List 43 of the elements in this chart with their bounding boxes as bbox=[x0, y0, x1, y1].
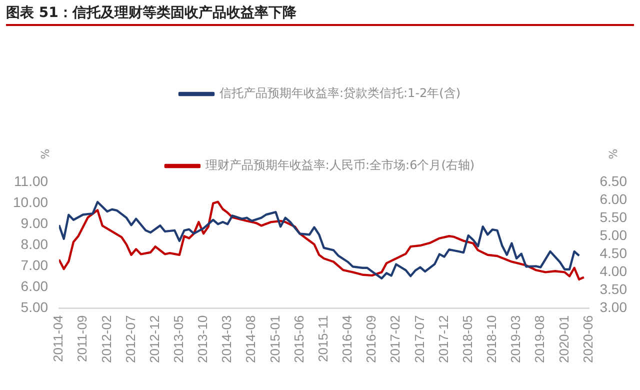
x-tick-label: 2016-04 bbox=[340, 315, 355, 364]
y-tick-label: 11.00 bbox=[14, 172, 48, 189]
x-tick-label: 2019-03 bbox=[508, 315, 524, 364]
y2-tick-label: 5.00 bbox=[600, 226, 628, 243]
y2-tick-label: 3.00 bbox=[600, 299, 628, 316]
x-tick-label: 2013-05 bbox=[171, 315, 186, 364]
y2-axis-title: % bbox=[606, 148, 620, 160]
y-tick-label: 6.00 bbox=[20, 278, 48, 294]
y2-tick-label: 3.50 bbox=[600, 281, 628, 298]
legend-label: 信托产品预期年收益率:贷款类信托:1-2年(含) bbox=[219, 86, 461, 100]
y2-tick-label: 5.50 bbox=[600, 208, 628, 225]
x-tick-label: 2017-02 bbox=[388, 315, 403, 364]
x-tick-label: 2013-10 bbox=[195, 315, 210, 364]
chart-title: 图表 51：信托及理财等类固收产品收益率下降 bbox=[6, 2, 634, 26]
x-tick-label: 2018-10 bbox=[484, 315, 500, 364]
x-tick-label: 2020-01 bbox=[556, 315, 572, 364]
y-tick-label: 10.00 bbox=[12, 194, 48, 210]
x-tick-label: 2016-09 bbox=[364, 315, 379, 364]
y2-tick-label: 4.50 bbox=[600, 245, 628, 262]
x-tick-label: 2012-12 bbox=[146, 315, 162, 364]
x-tick-label: 2015-01 bbox=[267, 315, 282, 364]
x-tick-label: 2014-03 bbox=[219, 315, 234, 364]
x-tick-label: 2012-02 bbox=[98, 315, 114, 364]
x-tick-label: 2014-08 bbox=[243, 315, 258, 364]
y-tick-label: 5.00 bbox=[20, 299, 48, 316]
y2-tick-label: 4.00 bbox=[600, 263, 628, 280]
x-tick-label: 2011-04 bbox=[50, 315, 66, 362]
x-tick-label: 2015-06 bbox=[291, 315, 306, 364]
x-tick-label: 2011-09 bbox=[74, 315, 90, 362]
y2-tick-label: 6.00 bbox=[600, 190, 628, 207]
x-tick-label: 2017-07 bbox=[412, 315, 427, 364]
y2-tick-label: 6.50 bbox=[600, 172, 628, 189]
x-tick-label: 2012-07 bbox=[122, 315, 138, 364]
x-tick-label: 2018-05 bbox=[460, 315, 475, 364]
x-tick-label: 2017-12 bbox=[436, 315, 451, 364]
y-axis-title: % bbox=[38, 148, 52, 160]
y-tick-label: 8.00 bbox=[20, 236, 48, 252]
x-tick-label: 2019-08 bbox=[532, 315, 548, 364]
legend-label: 理财产品预期年收益率:人民币:全市场:6个月(右轴) bbox=[205, 158, 475, 172]
y-tick-label: 9.00 bbox=[20, 214, 48, 231]
y-tick-label: 7.00 bbox=[20, 257, 48, 274]
x-tick-label: 2015-11 bbox=[315, 315, 330, 362]
x-tick-label: 2020-06 bbox=[580, 315, 596, 364]
